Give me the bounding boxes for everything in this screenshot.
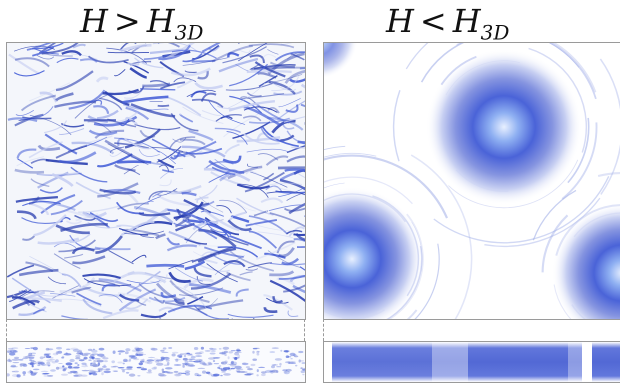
turbulent-field-image: [7, 43, 305, 319]
turbulent-side-image: [7, 346, 305, 378]
vortex-left: [324, 187, 424, 319]
vortex-bottom-right: [552, 203, 620, 319]
vortex-field-top-view: [323, 42, 620, 320]
vortex-side-view: [323, 341, 620, 383]
vortex-side-image: [332, 342, 620, 382]
connector-right-a: [323, 319, 324, 341]
title-left: H > H3D: [80, 2, 204, 45]
connector-left-b: [304, 319, 305, 341]
title-right: H < H3D: [386, 2, 510, 45]
turbulent-field-top-view: [6, 42, 306, 320]
connector-left-a: [6, 319, 7, 341]
vortex-top-right: [426, 49, 582, 205]
vortex-field-image: [324, 43, 620, 319]
turbulent-side-view: [6, 341, 306, 383]
vortex-top-left-edge: [324, 43, 358, 79]
